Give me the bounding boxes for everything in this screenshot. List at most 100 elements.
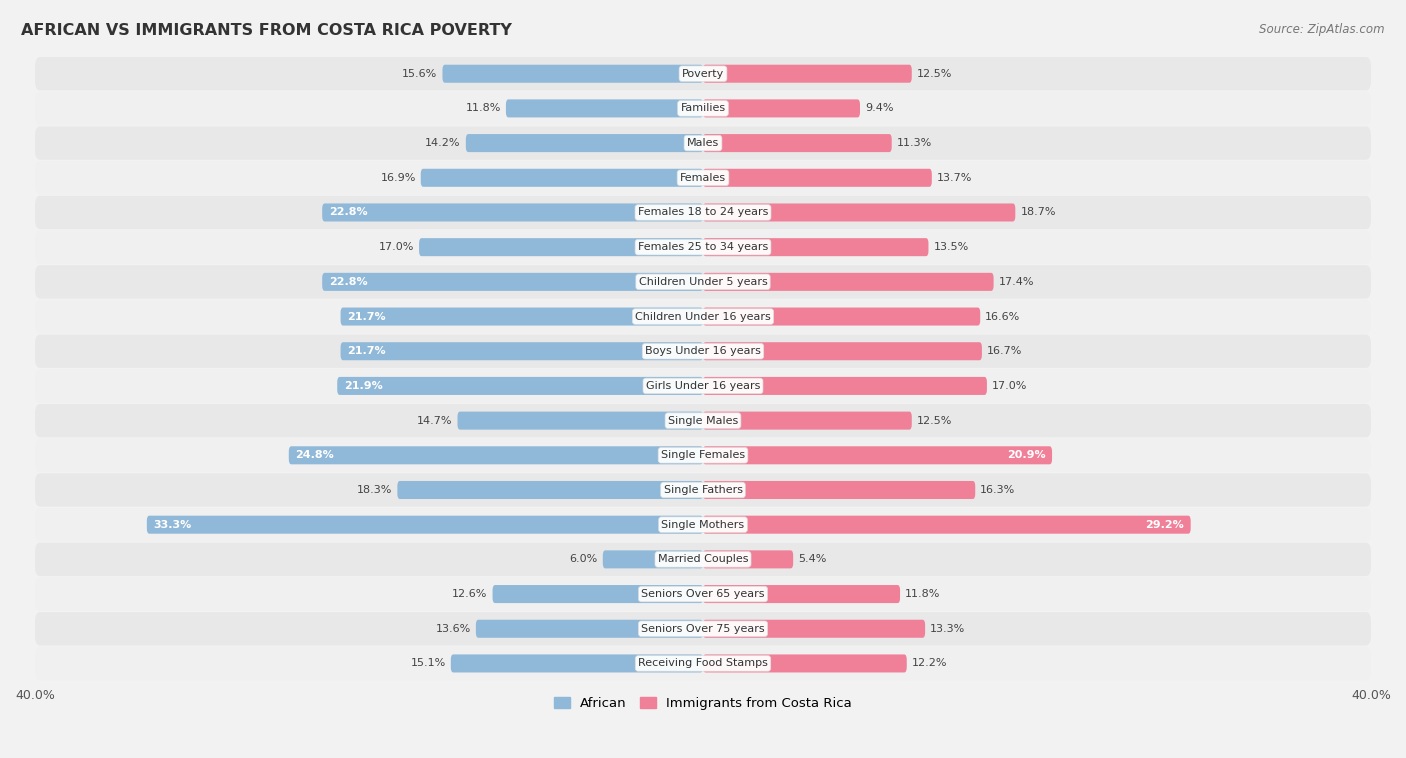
- Text: Girls Under 16 years: Girls Under 16 years: [645, 381, 761, 391]
- FancyBboxPatch shape: [35, 473, 1371, 506]
- FancyBboxPatch shape: [35, 543, 1371, 576]
- FancyBboxPatch shape: [451, 654, 703, 672]
- Text: Single Fathers: Single Fathers: [664, 485, 742, 495]
- Text: 22.8%: 22.8%: [329, 208, 367, 218]
- Legend: African, Immigrants from Costa Rica: African, Immigrants from Costa Rica: [548, 692, 858, 716]
- FancyBboxPatch shape: [492, 585, 703, 603]
- Text: Receiving Food Stamps: Receiving Food Stamps: [638, 659, 768, 669]
- FancyBboxPatch shape: [703, 134, 891, 152]
- FancyBboxPatch shape: [420, 169, 703, 186]
- Text: Boys Under 16 years: Boys Under 16 years: [645, 346, 761, 356]
- FancyBboxPatch shape: [35, 300, 1371, 334]
- Text: Females 25 to 34 years: Females 25 to 34 years: [638, 242, 768, 252]
- FancyBboxPatch shape: [35, 196, 1371, 229]
- FancyBboxPatch shape: [35, 265, 1371, 299]
- Text: 13.5%: 13.5%: [934, 242, 969, 252]
- FancyBboxPatch shape: [340, 308, 703, 326]
- FancyBboxPatch shape: [703, 654, 907, 672]
- Text: 20.9%: 20.9%: [1007, 450, 1046, 460]
- FancyBboxPatch shape: [457, 412, 703, 430]
- FancyBboxPatch shape: [35, 404, 1371, 437]
- FancyBboxPatch shape: [703, 169, 932, 186]
- Text: 16.9%: 16.9%: [381, 173, 416, 183]
- FancyBboxPatch shape: [322, 203, 703, 221]
- FancyBboxPatch shape: [703, 342, 981, 360]
- Text: Married Couples: Married Couples: [658, 554, 748, 565]
- Text: 11.8%: 11.8%: [465, 103, 501, 114]
- FancyBboxPatch shape: [703, 203, 1015, 221]
- FancyBboxPatch shape: [703, 515, 1191, 534]
- Text: 16.3%: 16.3%: [980, 485, 1015, 495]
- FancyBboxPatch shape: [506, 99, 703, 117]
- Text: 12.2%: 12.2%: [911, 659, 948, 669]
- FancyBboxPatch shape: [35, 647, 1371, 680]
- FancyBboxPatch shape: [703, 238, 928, 256]
- Text: 29.2%: 29.2%: [1146, 520, 1184, 530]
- Text: Seniors Over 65 years: Seniors Over 65 years: [641, 589, 765, 599]
- Text: 14.7%: 14.7%: [418, 415, 453, 425]
- FancyBboxPatch shape: [35, 92, 1371, 125]
- FancyBboxPatch shape: [419, 238, 703, 256]
- FancyBboxPatch shape: [35, 508, 1371, 541]
- Text: 21.7%: 21.7%: [347, 346, 385, 356]
- FancyBboxPatch shape: [35, 127, 1371, 160]
- FancyBboxPatch shape: [35, 57, 1371, 90]
- FancyBboxPatch shape: [35, 369, 1371, 402]
- Text: 17.0%: 17.0%: [993, 381, 1028, 391]
- FancyBboxPatch shape: [35, 578, 1371, 611]
- Text: 9.4%: 9.4%: [865, 103, 893, 114]
- FancyBboxPatch shape: [322, 273, 703, 291]
- FancyBboxPatch shape: [703, 481, 976, 499]
- FancyBboxPatch shape: [703, 550, 793, 568]
- FancyBboxPatch shape: [703, 446, 1052, 465]
- Text: Source: ZipAtlas.com: Source: ZipAtlas.com: [1260, 23, 1385, 36]
- FancyBboxPatch shape: [35, 612, 1371, 645]
- FancyBboxPatch shape: [465, 134, 703, 152]
- Text: 12.5%: 12.5%: [917, 69, 952, 79]
- Text: Females 18 to 24 years: Females 18 to 24 years: [638, 208, 768, 218]
- Text: 15.6%: 15.6%: [402, 69, 437, 79]
- Text: 13.7%: 13.7%: [936, 173, 972, 183]
- FancyBboxPatch shape: [703, 64, 911, 83]
- Text: Children Under 5 years: Children Under 5 years: [638, 277, 768, 287]
- FancyBboxPatch shape: [337, 377, 703, 395]
- Text: Females: Females: [681, 173, 725, 183]
- Text: 17.0%: 17.0%: [378, 242, 413, 252]
- Text: 33.3%: 33.3%: [153, 520, 191, 530]
- Text: Children Under 16 years: Children Under 16 years: [636, 312, 770, 321]
- Text: 5.4%: 5.4%: [799, 554, 827, 565]
- FancyBboxPatch shape: [35, 439, 1371, 472]
- Text: 6.0%: 6.0%: [569, 554, 598, 565]
- FancyBboxPatch shape: [288, 446, 703, 465]
- Text: 16.7%: 16.7%: [987, 346, 1022, 356]
- FancyBboxPatch shape: [603, 550, 703, 568]
- Text: Poverty: Poverty: [682, 69, 724, 79]
- Text: Seniors Over 75 years: Seniors Over 75 years: [641, 624, 765, 634]
- Text: Families: Families: [681, 103, 725, 114]
- Text: 24.8%: 24.8%: [295, 450, 335, 460]
- Text: 18.7%: 18.7%: [1021, 208, 1056, 218]
- Text: 11.3%: 11.3%: [897, 138, 932, 148]
- FancyBboxPatch shape: [398, 481, 703, 499]
- FancyBboxPatch shape: [340, 342, 703, 360]
- Text: 15.1%: 15.1%: [411, 659, 446, 669]
- Text: 12.6%: 12.6%: [453, 589, 488, 599]
- FancyBboxPatch shape: [703, 308, 980, 326]
- Text: 14.2%: 14.2%: [426, 138, 461, 148]
- FancyBboxPatch shape: [703, 620, 925, 637]
- FancyBboxPatch shape: [146, 515, 703, 534]
- FancyBboxPatch shape: [703, 99, 860, 117]
- FancyBboxPatch shape: [35, 334, 1371, 368]
- FancyBboxPatch shape: [703, 377, 987, 395]
- Text: 13.3%: 13.3%: [931, 624, 966, 634]
- Text: 16.6%: 16.6%: [986, 312, 1021, 321]
- Text: 22.8%: 22.8%: [329, 277, 367, 287]
- Text: Single Females: Single Females: [661, 450, 745, 460]
- Text: Males: Males: [688, 138, 718, 148]
- FancyBboxPatch shape: [703, 412, 911, 430]
- FancyBboxPatch shape: [703, 585, 900, 603]
- FancyBboxPatch shape: [35, 230, 1371, 264]
- Text: 21.9%: 21.9%: [344, 381, 382, 391]
- Text: 11.8%: 11.8%: [905, 589, 941, 599]
- Text: 12.5%: 12.5%: [917, 415, 952, 425]
